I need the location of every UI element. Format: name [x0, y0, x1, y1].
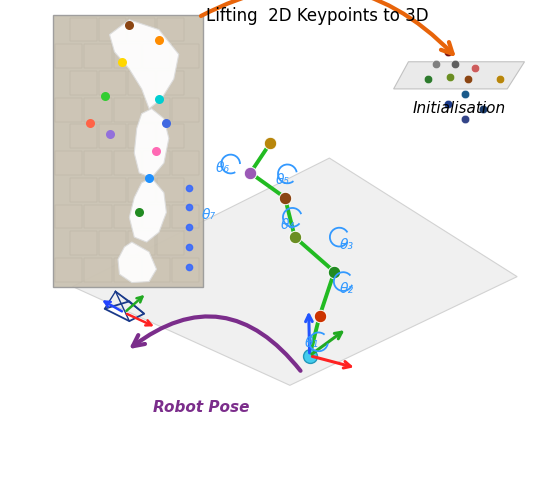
Bar: [172, 258, 199, 282]
Bar: [55, 44, 82, 68]
Bar: [143, 44, 170, 68]
Bar: [69, 71, 97, 95]
Bar: [143, 205, 170, 228]
Text: θ₁: θ₁: [305, 336, 319, 350]
Text: θ₄: θ₄: [281, 218, 295, 232]
Bar: [69, 178, 97, 202]
Bar: [99, 124, 126, 148]
Bar: [69, 231, 97, 255]
Bar: [172, 205, 199, 228]
Bar: [172, 151, 199, 175]
Bar: [99, 71, 126, 95]
Bar: [85, 98, 111, 122]
Text: Lifting  2D Keypoints to 3D: Lifting 2D Keypoints to 3D: [206, 7, 428, 25]
Bar: [85, 205, 111, 228]
Bar: [99, 231, 126, 255]
FancyArrowPatch shape: [133, 316, 301, 371]
Bar: [157, 18, 184, 41]
Bar: [114, 205, 141, 228]
Bar: [114, 258, 141, 282]
Bar: [128, 18, 155, 41]
Bar: [114, 98, 141, 122]
Text: θ₅: θ₅: [276, 173, 290, 187]
Bar: [55, 151, 82, 175]
Text: Initialisation: Initialisation: [412, 101, 505, 116]
Bar: [55, 205, 82, 228]
Polygon shape: [134, 109, 169, 178]
Bar: [143, 258, 170, 282]
Bar: [128, 124, 155, 148]
Polygon shape: [129, 178, 166, 242]
Bar: [85, 44, 111, 68]
Bar: [85, 258, 111, 282]
Bar: [157, 178, 184, 202]
Bar: [157, 124, 184, 148]
Bar: [55, 98, 82, 122]
Bar: [55, 258, 82, 282]
Bar: [157, 71, 184, 95]
Bar: [114, 44, 141, 68]
Bar: [99, 178, 126, 202]
Bar: [143, 151, 170, 175]
Text: θ₂: θ₂: [339, 282, 354, 296]
Bar: [172, 44, 199, 68]
Text: θ₆: θ₆: [216, 161, 230, 175]
Bar: [143, 98, 170, 122]
Polygon shape: [72, 158, 517, 385]
Text: Robot Pose: Robot Pose: [153, 400, 249, 415]
Text: θ₇: θ₇: [201, 208, 216, 222]
Bar: [157, 231, 184, 255]
Bar: [128, 231, 155, 255]
Text: θ₃: θ₃: [339, 238, 354, 251]
Bar: [85, 151, 111, 175]
Bar: [114, 151, 141, 175]
Polygon shape: [394, 62, 525, 89]
Polygon shape: [110, 20, 179, 109]
Polygon shape: [118, 242, 156, 283]
Bar: [172, 98, 199, 122]
FancyArrowPatch shape: [201, 0, 452, 54]
Bar: [69, 18, 97, 41]
Bar: [69, 124, 97, 148]
Polygon shape: [53, 15, 203, 287]
Bar: [128, 71, 155, 95]
Bar: [128, 178, 155, 202]
Bar: [99, 18, 126, 41]
